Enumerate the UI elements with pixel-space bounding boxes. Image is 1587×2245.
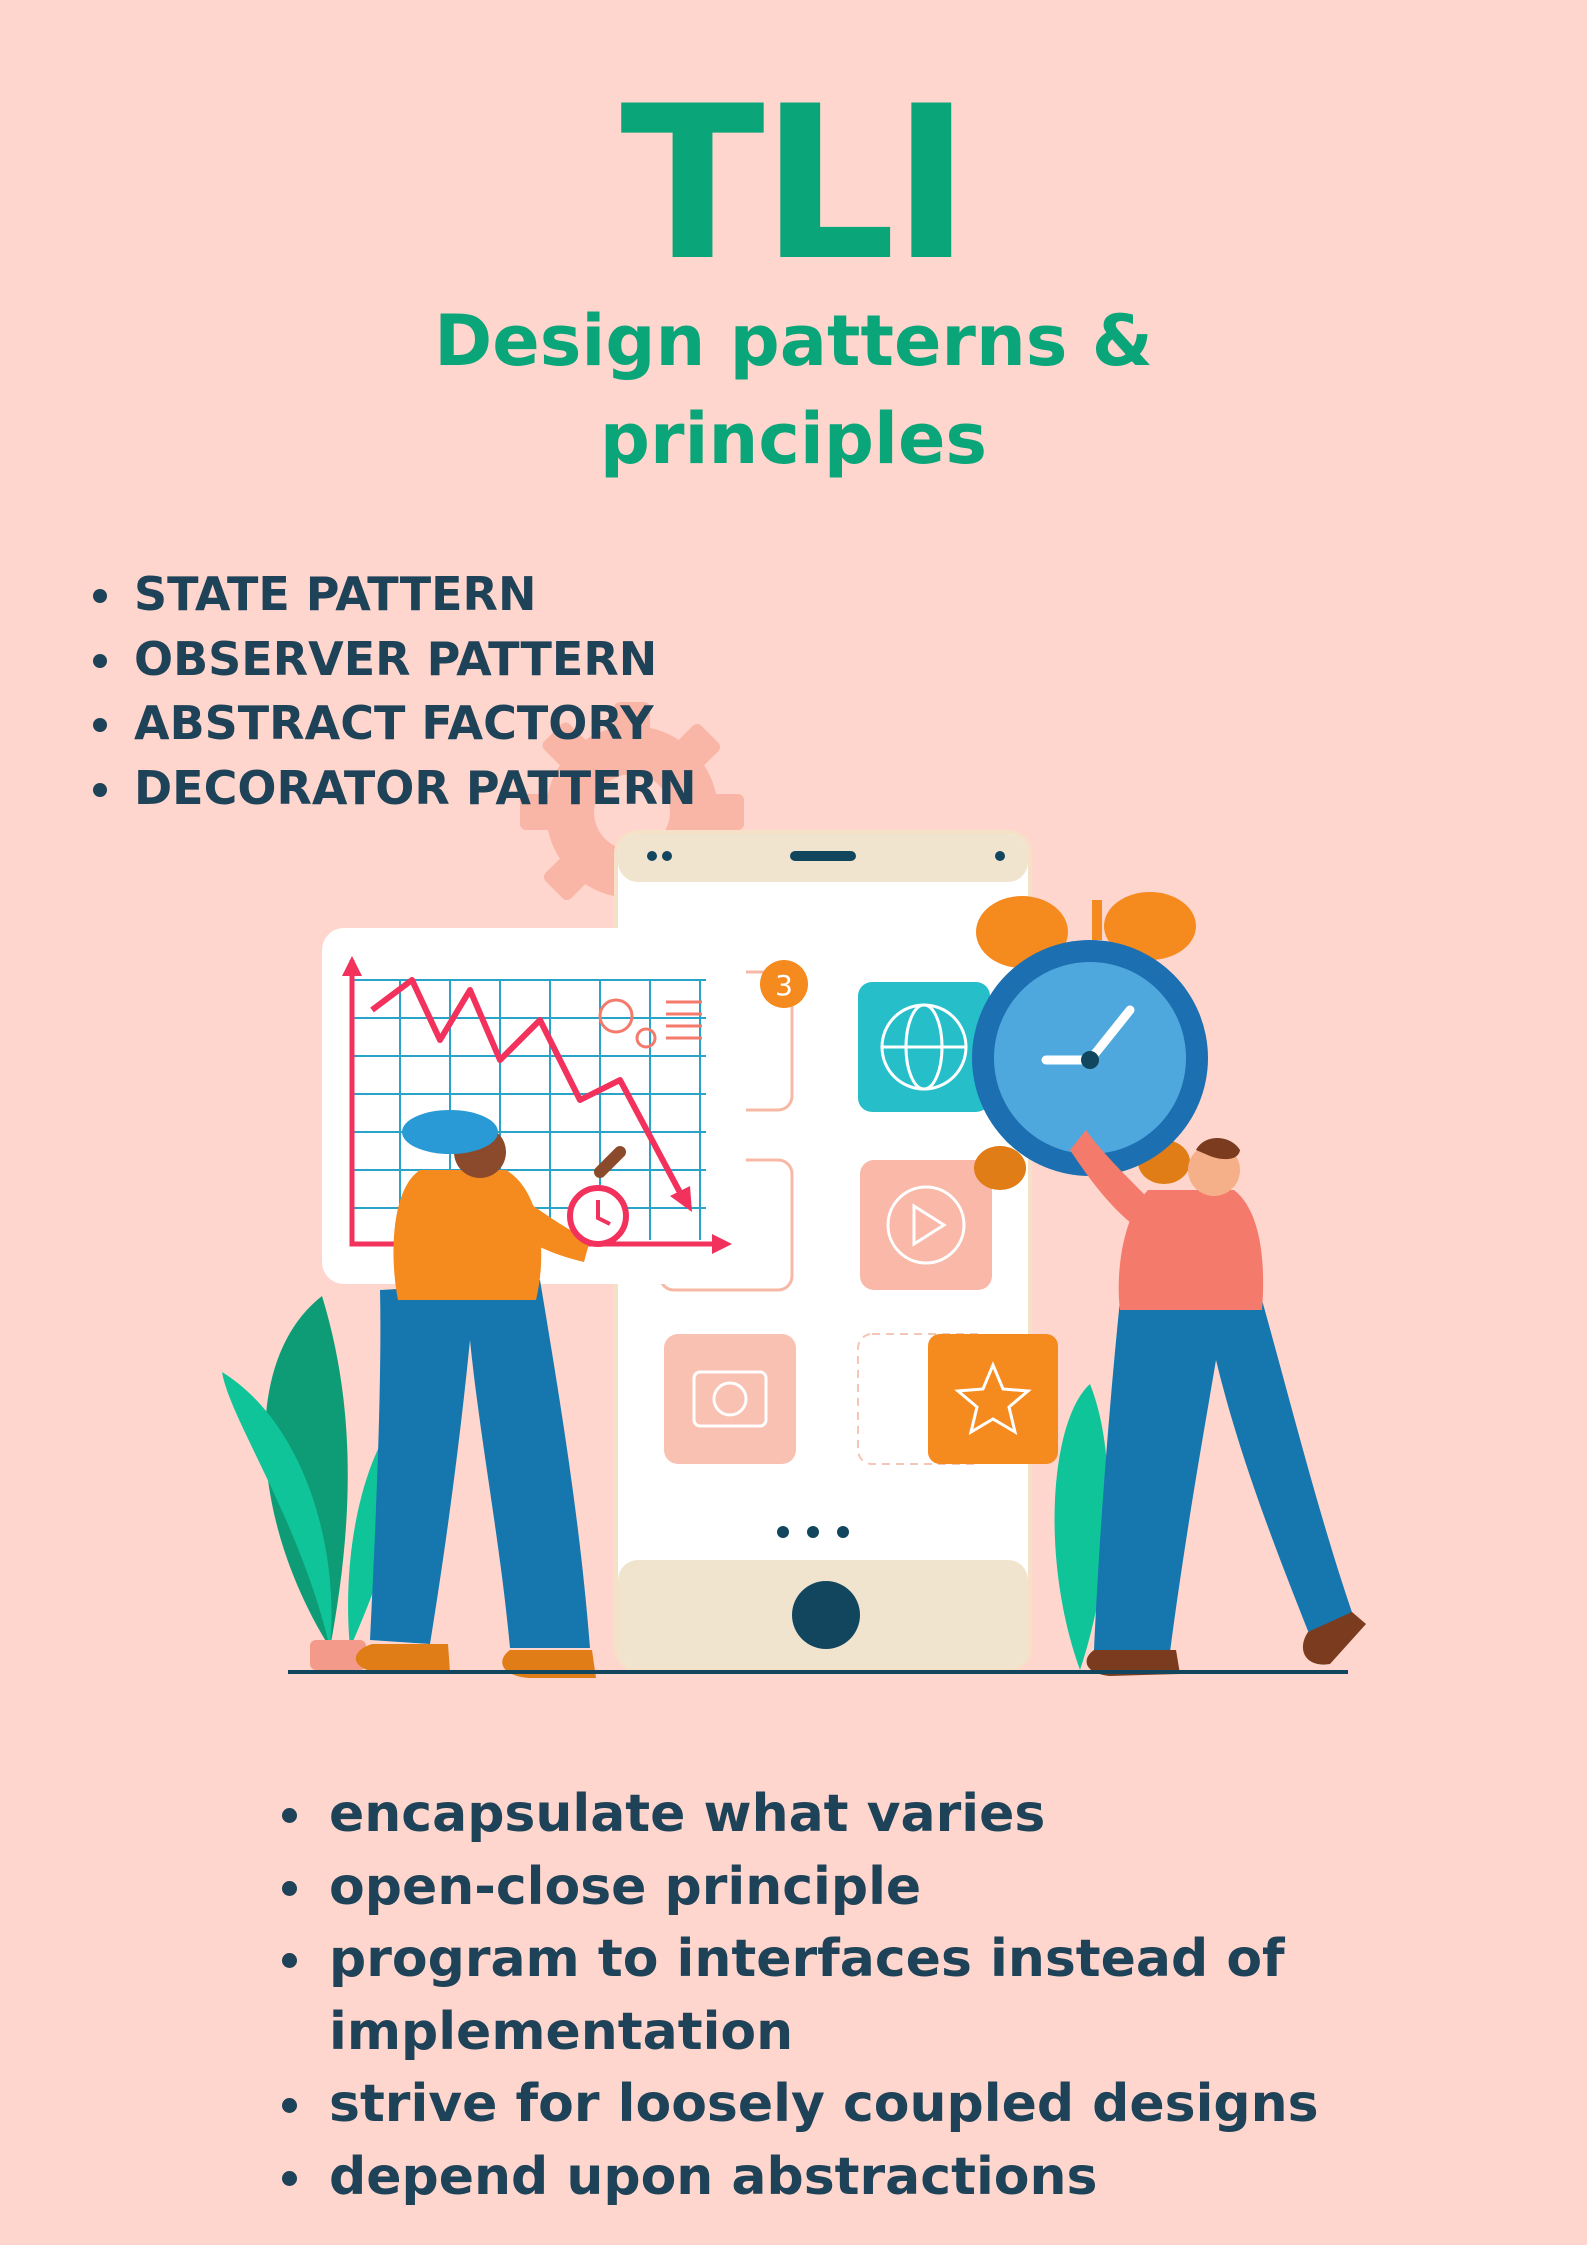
principle-item: program to interfaces instead of impleme… — [278, 1923, 1508, 2068]
pattern-item: DECORATOR PATTERN — [88, 756, 697, 821]
page-title: TLI — [620, 60, 971, 307]
pattern-list: STATE PATTERN OBSERVER PATTERN ABSTRACT … — [88, 562, 697, 820]
pattern-item: STATE PATTERN — [88, 562, 697, 627]
page-subtitle: Design patterns & principles — [0, 292, 1587, 488]
woman-illustration — [355, 1110, 629, 1678]
principle-item: strive for loosely coupled designs — [278, 2068, 1508, 2141]
principle-item: depend upon abstractions — [278, 2141, 1508, 2214]
principle-item: encapsulate what varies — [278, 1778, 1508, 1851]
subtitle-line-2: principles — [599, 398, 988, 480]
star-icon — [928, 1334, 1058, 1464]
play-icon — [860, 1160, 992, 1290]
alarm-clock-icon — [972, 892, 1208, 1190]
notification-badge — [760, 960, 808, 1008]
principle-list: encapsulate what varies open-close princ… — [278, 1778, 1508, 2213]
principle-item: open-close principle — [278, 1851, 1508, 1924]
man-illustration — [1070, 1130, 1366, 1676]
notification-badge-count: 3 — [775, 969, 793, 1002]
subtitle-line-1: Design patterns & — [434, 300, 1153, 382]
pattern-item: OBSERVER PATTERN — [88, 627, 697, 692]
camera-icon — [664, 1334, 796, 1464]
pattern-item: ABSTRACT FACTORY — [88, 691, 697, 756]
